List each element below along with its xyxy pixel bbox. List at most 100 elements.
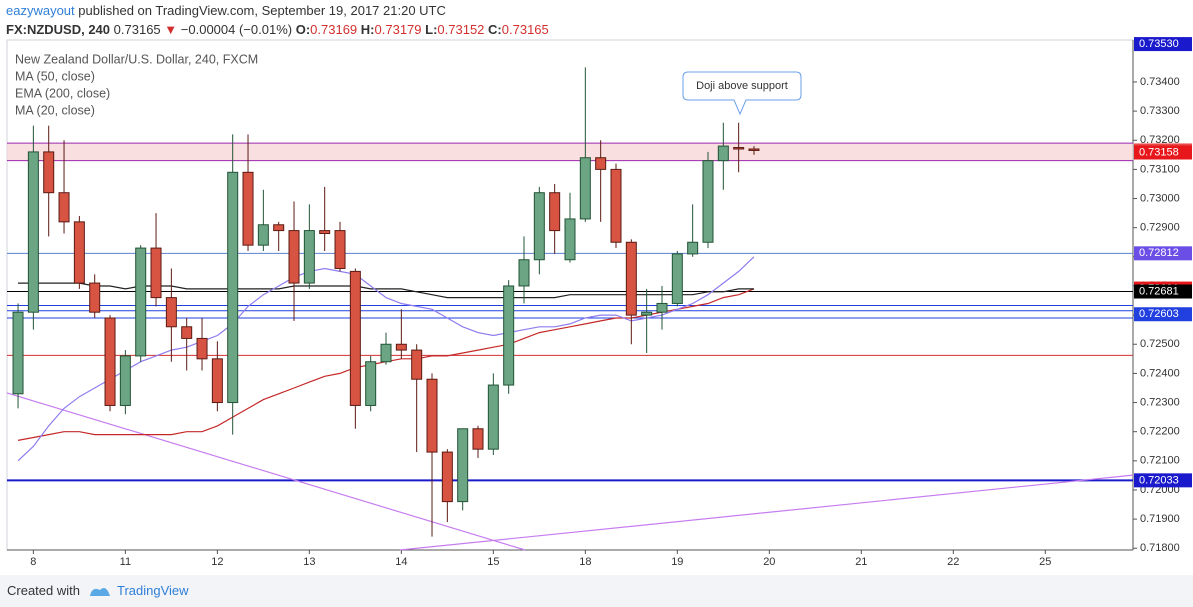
change: −0.00004 (−0.01%)	[180, 22, 293, 37]
candle-body	[242, 171, 254, 246]
ohlc-label: O:	[295, 22, 311, 37]
candle-body	[625, 241, 637, 316]
trend-line	[399, 474, 1134, 551]
candle-body	[303, 230, 315, 284]
marks	[6, 67, 1134, 551]
symbol: FX:NZDUSD, 240	[6, 22, 111, 37]
candle-body	[472, 428, 484, 450]
ohlc-label: C:	[488, 22, 502, 37]
x-tick-label: 13	[303, 556, 315, 568]
candle-body	[395, 343, 407, 351]
candle-body	[426, 378, 438, 453]
footer: Created with TradingView	[0, 575, 1193, 607]
ohlc-label: H:	[360, 22, 375, 37]
price-label: 0.73530	[1139, 38, 1179, 50]
brand[interactable]: TradingView	[117, 583, 189, 598]
ohlc-value: 0.73152	[437, 22, 485, 37]
candle-body	[656, 302, 668, 313]
y-tick-label: 0.73300	[1140, 105, 1180, 117]
ohlc-label: L:	[425, 22, 438, 37]
annotation-text: Doji above support	[696, 80, 788, 92]
candle-body	[595, 157, 607, 170]
candle-body	[533, 192, 545, 261]
y-tick-label: 0.71900	[1140, 513, 1180, 525]
ohlc-value: 0.73169	[310, 22, 358, 37]
y-tick-label: 0.73200	[1140, 134, 1180, 146]
candle-body	[457, 428, 469, 503]
candle-body	[702, 160, 714, 243]
price-label-bg	[1134, 145, 1192, 160]
x-tick-label: 11	[120, 556, 131, 568]
candle-body	[273, 224, 285, 232]
ohlc-l: L:0.73152	[425, 22, 484, 37]
callout	[682, 71, 802, 116]
logo	[90, 588, 110, 596]
x-tick-label: 8	[30, 556, 36, 568]
legend-entry: EMA (200, close)	[15, 86, 110, 100]
y-tick-label: 0.72500	[1140, 338, 1180, 350]
candle-body	[43, 151, 55, 194]
y-tick-label: 0.72300	[1140, 396, 1180, 408]
y-tick-label: 0.71800	[1140, 542, 1180, 554]
ohlc-value: 0.73165	[501, 22, 549, 37]
candle-body	[411, 349, 423, 380]
candle-body	[687, 241, 699, 255]
annotation: Doji above support	[682, 71, 802, 116]
candle-body	[487, 384, 499, 450]
y-tick-label: 0.72900	[1140, 222, 1180, 234]
author[interactable]: eazywayout	[6, 3, 75, 18]
candle-body	[165, 297, 177, 328]
candle-body	[211, 358, 223, 404]
candle-body	[104, 317, 116, 406]
last-price: 0.73165	[113, 22, 161, 37]
candle-body	[89, 282, 101, 313]
candle-body	[717, 145, 729, 162]
candle-body	[119, 355, 131, 406]
trend-line	[6, 392, 526, 551]
candle-body	[733, 147, 745, 150]
candle-body	[579, 157, 591, 220]
candle-body	[641, 311, 653, 316]
candle-body	[58, 192, 70, 223]
candle-body	[441, 451, 453, 503]
header-line-1: eazywayout published on TradingView.com,…	[6, 3, 446, 18]
y-tick-label: 0.73000	[1140, 192, 1180, 204]
price-label-bg	[1134, 473, 1192, 488]
candle-body	[150, 247, 162, 299]
ohlc-h: H:0.73179	[361, 22, 422, 37]
candle-body	[334, 230, 346, 269]
x-tick-label: 25	[1039, 556, 1051, 568]
created-with: Created with	[7, 583, 80, 598]
candle-body	[380, 343, 392, 363]
published: published on TradingView.com, September …	[78, 3, 446, 18]
candle-body	[288, 230, 300, 284]
candle-body	[564, 218, 576, 261]
y-tick-label: 0.72100	[1140, 455, 1180, 467]
x-tick-label: 12	[211, 556, 223, 568]
chart: New Zealand Dollar/U.S. Dollar, 240, FXC…	[6, 37, 1192, 568]
ohlc-value: 0.73179	[374, 22, 422, 37]
legend: New Zealand Dollar/U.S. Dollar, 240, FXC…	[15, 52, 258, 117]
price-label-bg	[1134, 307, 1192, 322]
x-tick-label: 21	[855, 556, 867, 568]
x-tick-label: 18	[579, 556, 591, 568]
x-tick-label: 19	[671, 556, 683, 568]
candle-body	[196, 337, 208, 360]
candle-body	[748, 148, 760, 151]
support-zone	[7, 143, 1133, 161]
x-tick-label: 14	[395, 556, 407, 568]
x-tick-label: 22	[947, 556, 959, 568]
candle-body	[671, 253, 683, 304]
price-label: 0.72681	[1139, 285, 1179, 297]
candle-body	[27, 151, 39, 313]
header-line-2: FX:NZDUSD, 240 0.73165 ▼ −0.00004 (−0.01…	[6, 22, 549, 37]
x-tick-label: 20	[763, 556, 775, 568]
y-tick-label: 0.72200	[1140, 426, 1180, 438]
candle-body	[181, 326, 193, 339]
legend-entry: New Zealand Dollar/U.S. Dollar, 240, FXC…	[15, 52, 258, 66]
candle-body	[257, 224, 269, 246]
candle-body	[73, 221, 85, 284]
price-label: 0.73158	[1139, 146, 1179, 158]
price-label: 0.72033	[1139, 474, 1179, 486]
